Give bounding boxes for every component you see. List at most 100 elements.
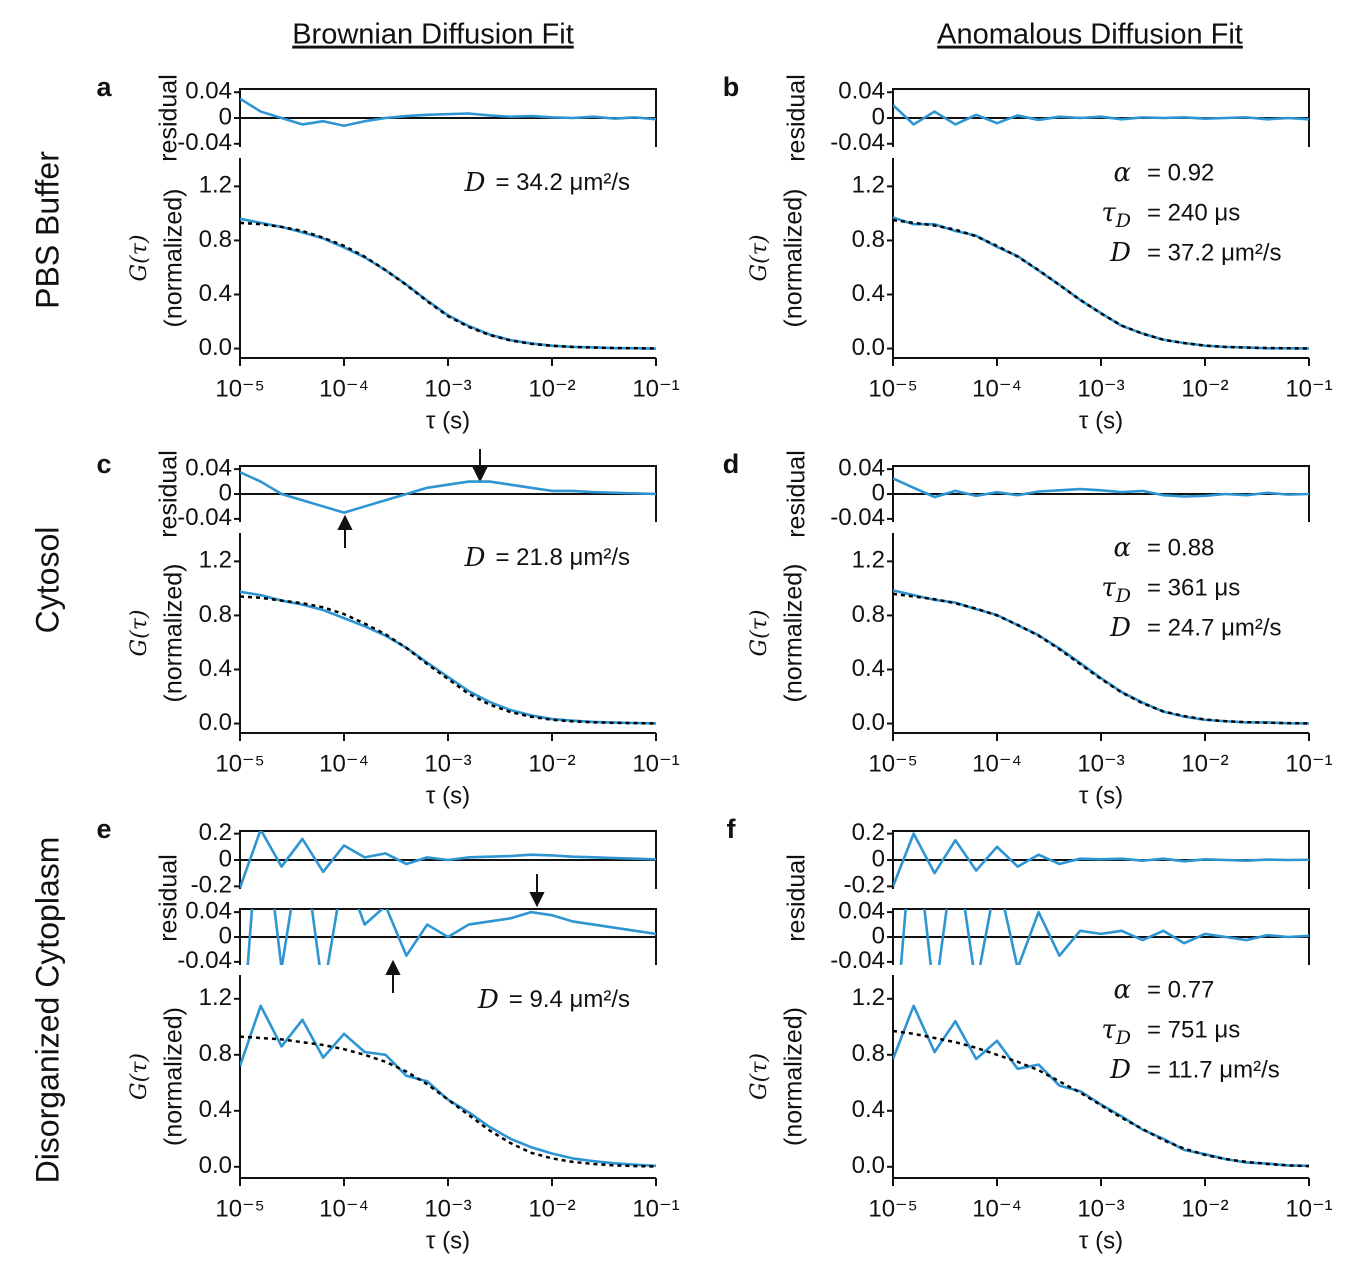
x-tick-label: 10⁻³ <box>424 375 471 402</box>
y-tick-label: 0 <box>219 845 232 872</box>
y-tick-label: 0.04 <box>185 454 232 481</box>
row-label: PBS Buffer <box>29 151 65 309</box>
data-line <box>899 909 1309 965</box>
annotation-symbol: D <box>1109 238 1131 268</box>
y-axis-label: residual <box>155 74 183 162</box>
y-axis-label: residual <box>155 854 183 942</box>
y-tick-label: -0.2 <box>191 872 232 899</box>
y-tick-label: 0.04 <box>838 897 885 924</box>
annotation-symbol: D <box>1109 613 1131 643</box>
x-tick-label: 10⁻⁴ <box>319 750 369 777</box>
annotation-value: = 11.7 μm²/s <box>1147 1056 1280 1083</box>
row-label: Disorganized Cytoplasm <box>29 837 65 1184</box>
annotation-symbol: D <box>1109 238 1131 268</box>
x-tick-label: 10⁻³ <box>424 750 471 777</box>
y-tick-label: 0.0 <box>199 1152 232 1179</box>
data-line <box>893 589 1309 725</box>
arrow-head <box>385 959 401 975</box>
annotation-symbol: D <box>1109 1055 1131 1085</box>
y-tick-label: 0.4 <box>199 280 232 307</box>
panel-letter: a <box>96 72 112 102</box>
panel-letter: b <box>723 72 740 102</box>
annotation-symbol: τD <box>1101 573 1131 607</box>
x-axis-label: τ (s) <box>426 407 470 434</box>
annotation-value: = 0.88 <box>1147 534 1214 561</box>
annotation-value: = 361 μs <box>1147 574 1240 601</box>
annotation-value: = 0.92 <box>1147 159 1214 186</box>
x-tick-label: 10⁻⁴ <box>319 1195 369 1222</box>
y-axis-label: residual <box>783 854 811 942</box>
y-tick-label: 0.4 <box>199 1096 232 1123</box>
arrow-head <box>529 892 545 908</box>
data-line <box>893 832 1309 887</box>
arrow-head <box>337 514 353 530</box>
y-tick-label: 0.2 <box>199 819 232 846</box>
x-tick-label: 10⁻¹ <box>1285 375 1332 402</box>
annotation-symbol: τD <box>1101 198 1131 232</box>
x-tick-label: 10⁻⁵ <box>215 1195 264 1222</box>
y-axis-label: (normalized) <box>780 564 808 703</box>
annotation: D = 34.2 μm²/s <box>464 168 630 198</box>
annotation-symbol: α <box>1113 158 1131 188</box>
x-tick-label: 10⁻⁵ <box>868 375 917 402</box>
annotation-subscript: D <box>1115 585 1131 607</box>
y-tick-label: 0 <box>872 922 885 949</box>
y-tick-label: 0.04 <box>838 78 885 105</box>
x-tick-label: 10⁻⁵ <box>868 750 917 777</box>
x-tick-label: 10⁻⁵ <box>215 375 264 402</box>
fit-line <box>240 595 656 725</box>
panel-letter: c <box>96 449 111 479</box>
y-tick-label: 0.8 <box>852 601 885 628</box>
x-tick-label: 10⁻⁴ <box>972 750 1022 777</box>
y-tick-label: 0.04 <box>185 897 232 924</box>
data-line <box>240 590 656 725</box>
x-tick-label: 10⁻¹ <box>632 375 679 402</box>
annotation-value: = 24.7 μm²/s <box>1147 614 1282 641</box>
x-axis-label: τ (s) <box>1079 407 1123 434</box>
y-tick-label: 0 <box>872 845 885 872</box>
y-tick-label: 0.8 <box>199 601 232 628</box>
y-axis-label: G(τ) <box>127 235 152 282</box>
annotation-value: = 0.77 <box>1147 976 1214 1003</box>
y-tick-label: -0.2 <box>844 872 885 899</box>
y-tick-label: 0 <box>219 103 232 130</box>
data-line <box>240 471 656 514</box>
annotation-value: = 751 μs <box>1147 1016 1240 1043</box>
y-tick-label: 0.4 <box>199 655 232 682</box>
annotation-value: = 34.2 μm²/s <box>495 169 630 196</box>
y-tick-label: -0.04 <box>177 504 232 531</box>
annotation-symbol: D <box>1109 613 1131 643</box>
y-tick-label: -0.04 <box>177 129 232 156</box>
data-line <box>893 104 1309 126</box>
y-axis-label: (normalized) <box>780 1007 808 1146</box>
annotation-symbol: τ <box>1101 198 1116 228</box>
y-axis-label: residual <box>155 450 183 538</box>
y-axis-label: (normalized) <box>160 564 188 703</box>
y-tick-label: 0 <box>872 479 885 506</box>
y-axis-label: G(τ) <box>747 1053 772 1100</box>
fit-line <box>893 1029 1309 1168</box>
y-axis-label: residual <box>783 74 811 162</box>
y-tick-label: 0.04 <box>838 454 885 481</box>
data-line <box>240 97 656 128</box>
arrows <box>337 449 545 993</box>
annotation-symbol: α <box>1113 158 1131 188</box>
y-axis-label: residual <box>783 450 811 538</box>
x-tick-label: 10⁻³ <box>1077 750 1124 777</box>
y-tick-label: 1.2 <box>199 172 232 199</box>
x-tick-label: 10⁻² <box>528 1195 575 1222</box>
annotation-value: = 9.4 μm²/s <box>509 986 630 1013</box>
y-tick-label: 0.2 <box>852 819 885 846</box>
y-axis-label: (normalized) <box>160 189 188 328</box>
y-tick-label: 1.2 <box>852 547 885 574</box>
y-tick-label: 0.0 <box>852 1152 885 1179</box>
column-title: Brownian Diffusion Fit <box>292 19 574 51</box>
x-tick-label: 10⁻² <box>1181 375 1228 402</box>
y-tick-label: 0 <box>872 103 885 130</box>
x-tick-label: 10⁻² <box>528 750 575 777</box>
fit-line <box>893 592 1309 725</box>
annotation-symbol: τ <box>1101 573 1116 603</box>
y-tick-label: 0.8 <box>199 226 232 253</box>
column-title: Anomalous Diffusion Fit <box>937 19 1243 51</box>
